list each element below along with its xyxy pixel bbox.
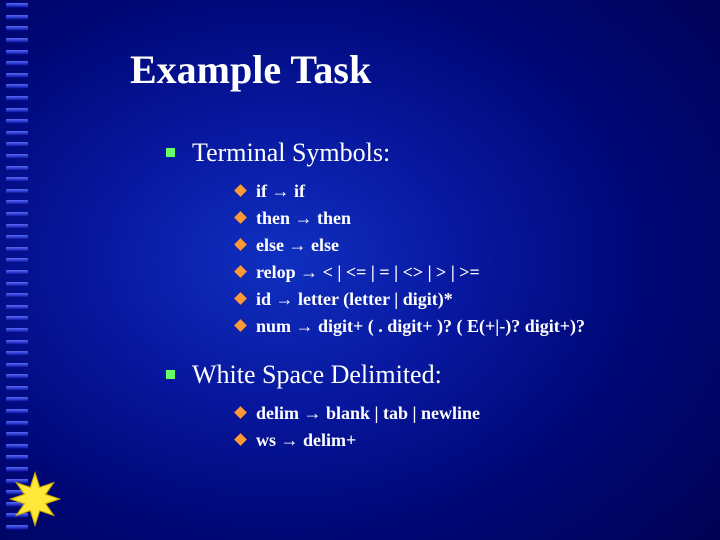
list-item: if → if	[236, 178, 680, 205]
list-item: else → else	[236, 232, 680, 259]
bullet-list-level2: delim → blank | tab | newline ws → delim…	[236, 400, 680, 454]
list-item: delim → blank | tab | newline	[236, 400, 680, 427]
section-heading: Terminal Symbols: if → if then → then el…	[166, 136, 680, 340]
bullet-list-level1: Terminal Symbols: if → if then → then el…	[166, 136, 680, 454]
bullet-list-level2: if → if then → then else → else relop → …	[236, 178, 680, 340]
list-item: id → letter (letter | digit)*	[236, 286, 680, 313]
list-item: num → digit+ ( . digit+ )? ( E(+|-)? dig…	[236, 313, 680, 340]
list-item: then → then	[236, 205, 680, 232]
slide-title: Example Task	[130, 48, 680, 92]
slide-content: Example Task Terminal Symbols: if → if t…	[0, 0, 720, 540]
section-heading-text: Terminal Symbols:	[192, 138, 390, 167]
section-heading-text: White Space Delimited:	[192, 360, 442, 389]
section-heading: White Space Delimited: delim → blank | t…	[166, 358, 680, 454]
list-item: relop → < | <= | = | <> | > | >=	[236, 259, 680, 286]
list-item: ws → delim+	[236, 427, 680, 454]
